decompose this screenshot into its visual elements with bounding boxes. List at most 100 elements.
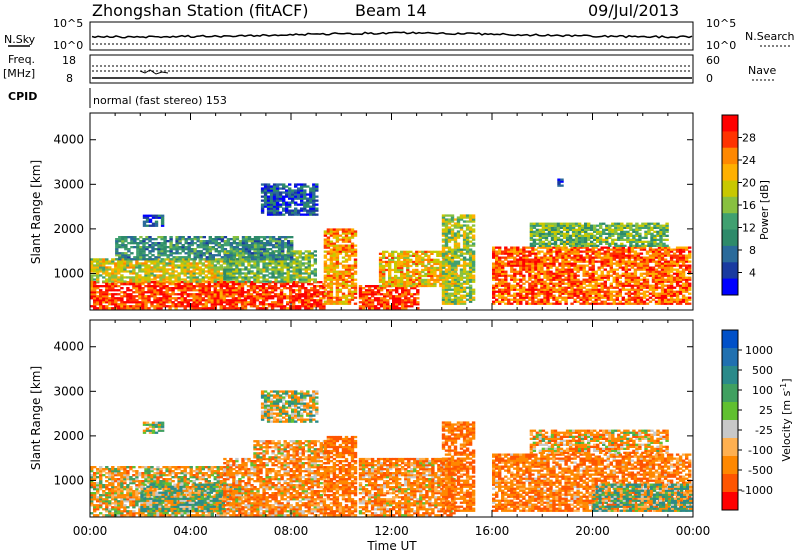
echo-cell (421, 270, 425, 274)
echo-cell (260, 205, 265, 208)
echo-cell (114, 307, 118, 310)
echo-cell (504, 264, 508, 267)
echo-cell (439, 262, 443, 266)
echo-cell (501, 296, 505, 299)
echo-cell (93, 307, 97, 310)
echo-cell (135, 289, 139, 292)
echo-cell (332, 250, 337, 253)
echo-cell (588, 262, 592, 265)
echo-cell (205, 242, 209, 245)
echo-cell (174, 270, 178, 273)
echo-cell (175, 252, 179, 255)
echo-cell (294, 183, 298, 186)
echo-cell (335, 296, 340, 299)
echo-cell (326, 302, 331, 305)
echo-cell (361, 293, 366, 296)
echo-cell (142, 220, 147, 223)
echo-cell (407, 301, 411, 304)
nsky-tick-top: 10^5 (53, 17, 83, 30)
echo-cell (445, 276, 449, 280)
echo-cell (645, 262, 650, 265)
echo-cell (453, 296, 458, 299)
echo-cell (391, 278, 395, 282)
echo-cell (301, 262, 305, 265)
echo-cell (391, 250, 395, 253)
echo-cell (99, 301, 103, 304)
echo-cell (313, 280, 317, 283)
echo-cell (207, 281, 211, 284)
echo-cell (447, 302, 452, 305)
echo-cell (162, 293, 166, 296)
echo-cell (642, 286, 647, 289)
echo-cell (534, 288, 538, 291)
echo-cell (570, 286, 574, 289)
echo-cell (522, 294, 526, 297)
echo-cell (347, 236, 352, 239)
echo-cell (627, 276, 632, 279)
echo-cell (400, 282, 404, 286)
echo-cell (136, 244, 140, 247)
echo-cell (394, 262, 398, 266)
echo-cell (618, 302, 622, 305)
echo-cell (492, 296, 496, 299)
echo-cell (147, 276, 151, 279)
echo-cell (304, 287, 308, 290)
echo-cell (237, 289, 242, 292)
echo-cell (606, 286, 610, 289)
echo-cell (139, 258, 143, 261)
echo-cell (180, 270, 184, 273)
echo-cell (329, 242, 334, 245)
echo-cell (99, 274, 103, 277)
echo-cell (269, 195, 274, 198)
echo-cell (585, 246, 589, 249)
echo-cell (259, 254, 264, 257)
echo-cell (171, 264, 175, 267)
echo-cell (561, 288, 565, 291)
echo-cell (187, 256, 191, 259)
echo-cell (582, 292, 586, 295)
echo-cell (275, 189, 280, 192)
echo-cell (642, 260, 647, 263)
echo-cell (301, 285, 305, 288)
echo-cell (214, 236, 218, 239)
echo-cell (522, 254, 526, 257)
echo-cell (262, 268, 266, 271)
echo-cell (558, 300, 562, 303)
echo-cell (639, 296, 644, 299)
echo-cell (108, 285, 112, 288)
echo-cell (231, 307, 236, 310)
echo-cell (286, 272, 290, 275)
echo-cell (471, 290, 476, 293)
echo-cell (519, 292, 523, 295)
echo-cell (207, 283, 211, 286)
echo-cell (129, 301, 133, 304)
echo-cell (326, 278, 331, 281)
echo-cell (444, 236, 449, 239)
echo-cell (135, 266, 139, 269)
echo-cell (415, 278, 419, 282)
echo-cell (510, 284, 514, 287)
echo-cell (90, 305, 94, 308)
echo-cell (582, 298, 586, 301)
echo-cell (353, 252, 358, 255)
echo-cell (430, 270, 434, 274)
echo-cell (288, 209, 292, 212)
echo-cell (588, 274, 592, 277)
echo-cell (450, 258, 455, 261)
echo-cell (142, 242, 146, 245)
echo-cell (555, 270, 559, 273)
echo-cell (269, 213, 274, 216)
echo-cell (358, 293, 363, 296)
echo-cell (424, 250, 428, 253)
echo-cell (162, 280, 166, 283)
echo-cell (153, 297, 157, 300)
echo-cell (441, 266, 446, 269)
echo-cell (576, 246, 580, 249)
echo-cell (315, 199, 319, 202)
echo-cell (278, 205, 283, 208)
echo-cell (498, 258, 502, 261)
echo-cell (468, 254, 473, 257)
echo-cell (394, 264, 398, 268)
echo-cell (504, 292, 508, 295)
echo-cell (534, 276, 538, 279)
